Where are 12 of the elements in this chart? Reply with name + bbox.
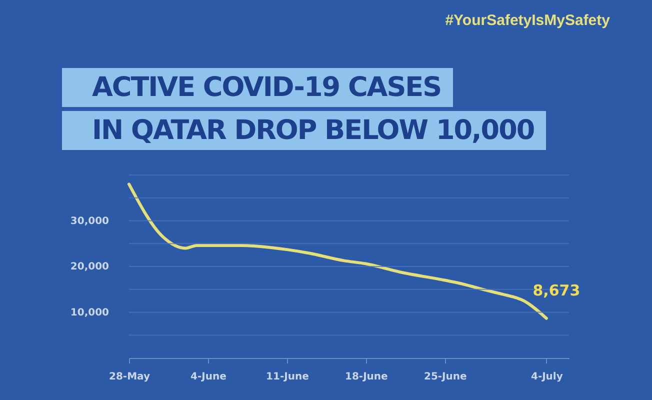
x-tick-label: 4-July [530, 372, 564, 382]
data-label: 8,673 [532, 281, 580, 300]
text: #YourSafetyIsMySafety [445, 12, 610, 29]
x-tick-label: 25-June [424, 372, 468, 382]
chart-title: ACTIVE COVID-19 CASES IN QATAR DROP BELOW 10,000 [91, 71, 536, 148]
y-tick-label: 20,000 [70, 262, 110, 272]
x-tick-label: 4-June [190, 372, 227, 382]
x-tick-label: 28-May [109, 372, 150, 382]
x-tick-label: 11-June [266, 372, 310, 382]
y-tick-label: 30,000 [70, 216, 110, 227]
y-tick-label: 10,000 [70, 307, 110, 318]
x-tick-label: 18-June [345, 372, 388, 382]
